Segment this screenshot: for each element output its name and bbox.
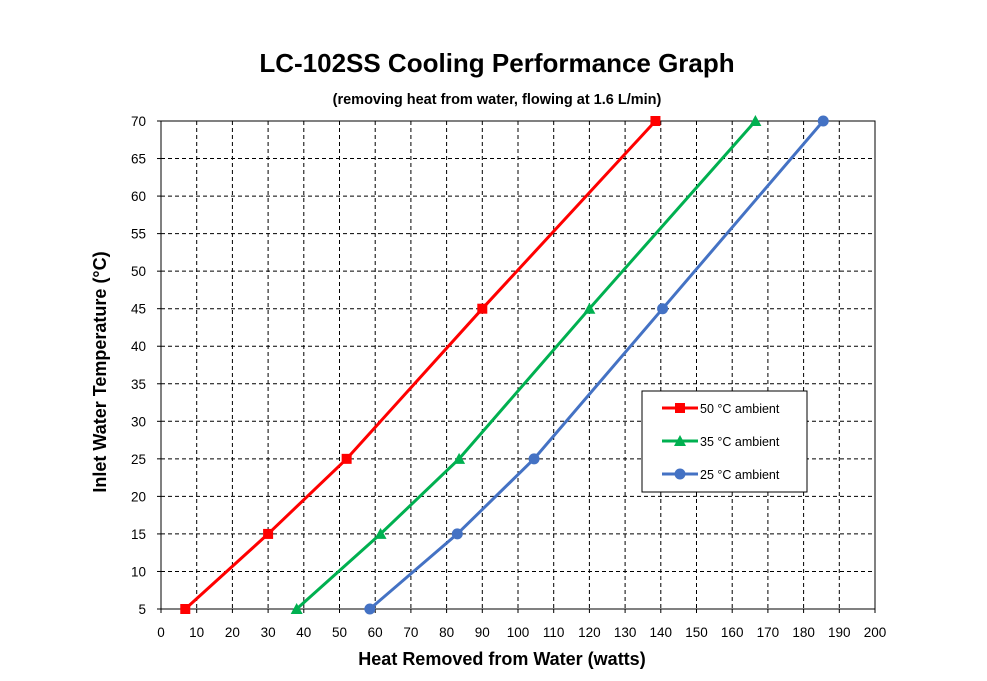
- chart-title: LC-102SS Cooling Performance Graph: [259, 48, 734, 78]
- series-line: [368, 120, 825, 611]
- data-point-square: [180, 604, 191, 614]
- x-tick-label: 180: [792, 625, 815, 640]
- y-tick-label: 5: [138, 602, 146, 617]
- data-point-circle: [674, 468, 686, 480]
- x-tick-label: 190: [828, 625, 851, 640]
- x-tick-label: 60: [368, 625, 383, 640]
- data-point-triangle: [453, 452, 466, 464]
- x-axis-label: Heat Removed from Water (watts): [358, 649, 645, 669]
- x-tick-label: 150: [685, 625, 708, 640]
- x-tick-label: 20: [225, 625, 240, 640]
- x-tick-label: 50: [332, 625, 347, 640]
- y-tick-label: 10: [131, 564, 146, 579]
- data-point-triangle: [583, 302, 596, 314]
- x-tick-label: 10: [189, 625, 204, 640]
- legend-entry-label: 50 °C ambient: [700, 402, 780, 416]
- y-axis-label: Inlet Water Temperature (°C): [90, 251, 110, 492]
- series: [180, 115, 829, 615]
- data-point-square: [477, 303, 488, 314]
- series-0: [180, 116, 661, 614]
- y-tick-label: 35: [131, 377, 146, 392]
- x-tick-label: 130: [614, 625, 637, 640]
- data-point-triangle: [290, 603, 303, 614]
- x-tick-label: 0: [157, 625, 165, 640]
- y-tick-label: 25: [131, 452, 146, 467]
- series-2: [364, 115, 829, 615]
- data-point-triangle: [749, 115, 762, 126]
- data-point-triangle: [374, 527, 387, 539]
- x-tick-label: 80: [439, 625, 454, 640]
- legend: 50 °C ambient 35 °C ambient 25 °C ambient: [641, 390, 808, 493]
- x-tick-label: 30: [261, 625, 276, 640]
- data-point-square: [675, 403, 685, 413]
- data-point-square: [263, 528, 274, 539]
- x-tick-label: 170: [757, 625, 780, 640]
- x-tick-label: 100: [507, 625, 530, 640]
- y-tick-label: 45: [131, 302, 146, 317]
- y-tick-label: 30: [131, 414, 146, 429]
- data-point-square: [650, 116, 661, 126]
- y-tick-label: 20: [131, 489, 146, 504]
- y-tick-label: 50: [131, 264, 146, 279]
- x-tick-label: 140: [650, 625, 673, 640]
- y-tick-label: 70: [131, 114, 146, 129]
- x-tick-label: 110: [543, 625, 565, 640]
- y-tick-label: 40: [131, 339, 146, 354]
- data-point-circle: [451, 528, 463, 540]
- x-tick-label: 70: [403, 625, 418, 640]
- x-tick-label: 160: [721, 625, 744, 640]
- data-point-circle: [657, 303, 669, 315]
- axes: 0 10 20 30 40 50 60 70 80 90 100 110 120 130 140 150 160…: [131, 114, 886, 640]
- data-point-triangle: [674, 435, 686, 446]
- x-tick-label: 40: [296, 625, 311, 640]
- series-line: [184, 119, 657, 611]
- series-line: [295, 120, 757, 611]
- data-point-circle: [528, 453, 540, 465]
- legend-entry-label: 35 °C ambient: [700, 435, 780, 449]
- legend-entry-label: 25 °C ambient: [700, 468, 780, 482]
- x-tick-label: 90: [475, 625, 490, 640]
- data-point-circle: [817, 115, 829, 127]
- x-tick-label: 120: [578, 625, 601, 640]
- data-point-circle: [364, 603, 376, 615]
- y-tick-label: 55: [131, 227, 146, 242]
- chart-subtitle: (removing heat from water, flowing at 1.…: [333, 92, 662, 108]
- x-tick-label: 200: [864, 625, 887, 640]
- series-1: [290, 115, 762, 614]
- y-tick-label: 15: [131, 527, 146, 542]
- y-tick-label: 65: [131, 152, 146, 167]
- data-point-square: [341, 453, 352, 464]
- y-tick-label: 60: [131, 189, 146, 204]
